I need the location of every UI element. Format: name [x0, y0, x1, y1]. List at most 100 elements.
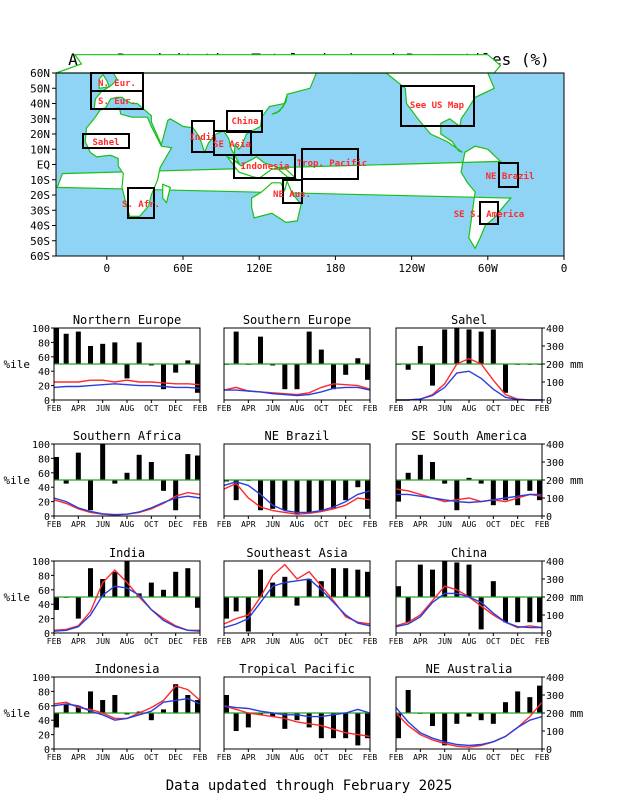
mm-tick-label: 300	[546, 342, 564, 353]
pct-tick-label: 0	[44, 745, 50, 756]
x-tick-label: FEB	[217, 753, 232, 762]
percentile-bar	[195, 597, 200, 608]
percentile-bar	[270, 713, 276, 717]
x-tick-label: DEC	[510, 404, 525, 413]
lon-label: 60E	[173, 262, 193, 275]
pct-tick-label: 100	[32, 557, 50, 568]
observed-line	[223, 563, 371, 625]
x-tick-label: OCT	[314, 520, 329, 529]
x-tick-label: DEC	[510, 520, 525, 529]
percentile-bar	[331, 713, 336, 739]
percentile-bar	[282, 713, 288, 729]
x-tick-label: JUN	[265, 520, 280, 529]
percentile-bar	[515, 480, 521, 506]
normal-line	[53, 585, 201, 632]
x-tick-label: FEB	[535, 404, 550, 413]
percentile-bar	[365, 713, 370, 739]
percentile-bar	[233, 597, 239, 612]
normal-line	[223, 578, 371, 629]
percentile-bar	[282, 364, 288, 390]
lat-label: 60N	[30, 67, 50, 80]
x-tick-label: AUG	[290, 637, 305, 646]
percentile-bar	[396, 713, 401, 739]
percentile-bar	[331, 568, 336, 597]
normal-line	[224, 386, 371, 397]
world-map: N. Eur. S. Eur. Sahel S. Afr. India China SE A…	[30, 54, 567, 275]
mm-axis-label: mm	[570, 707, 584, 720]
x-tick-label: OCT	[144, 520, 159, 529]
x-tick-label: OCT	[314, 753, 329, 762]
percentile-bar	[331, 364, 336, 390]
percentile-bar	[503, 480, 508, 501]
x-tick-label: JUN	[95, 753, 110, 762]
percentile-bar	[515, 691, 521, 713]
percentile-bar	[148, 462, 154, 480]
south-america-landmass	[56, 145, 512, 250]
percentile-bar	[396, 480, 401, 502]
percentile-bar	[270, 480, 276, 509]
lon-label: 60W	[478, 262, 498, 275]
percentile-bar	[100, 700, 106, 713]
pct-axis-label: %ile	[4, 474, 31, 487]
observed-line	[54, 379, 201, 386]
region-label: NE Brazil	[486, 171, 535, 182]
x-tick-label: AUG	[120, 404, 135, 413]
percentile-bar	[224, 480, 229, 482]
x-tick-label: DEC	[168, 637, 183, 646]
pct-tick-label: 0	[44, 629, 50, 640]
percentile-bar	[365, 364, 370, 380]
x-tick-label: DEC	[510, 753, 525, 762]
percentile-bar	[355, 713, 361, 746]
madagascar-landmass	[162, 183, 172, 204]
pct-tick-label: 80	[38, 687, 50, 698]
x-tick-label: AUG	[462, 520, 477, 529]
mm-tick-label: 200	[546, 593, 564, 604]
percentile-bar	[405, 597, 411, 623]
percentile-bar	[195, 700, 200, 713]
percentile-bar	[185, 454, 191, 480]
x-tick-label: OCT	[144, 404, 159, 413]
percentile-bar	[88, 346, 93, 364]
percentile-bar	[306, 331, 312, 364]
percentile-bar	[161, 709, 166, 713]
percentile-bar	[478, 597, 484, 630]
lat-label: 30N	[30, 113, 50, 126]
pct-tick-label: 60	[38, 353, 50, 364]
normal-line	[395, 592, 542, 629]
x-tick-label: APR	[71, 520, 86, 529]
percentile-bar	[430, 569, 435, 597]
x-tick-label: APR	[413, 520, 428, 529]
region-label: SE Asia	[213, 139, 251, 150]
lat-label: 20S	[30, 189, 50, 202]
x-tick-label: FEB	[193, 637, 208, 646]
mm-tick-label: 100	[546, 378, 564, 389]
region-label: Sahel	[92, 138, 119, 148]
pct-tick-label: 100	[32, 440, 50, 451]
percentile-bar	[430, 462, 435, 480]
percentile-bar	[355, 480, 361, 488]
percentile-bar	[63, 333, 69, 364]
percentile-bar	[537, 480, 542, 501]
x-tick-label: APR	[71, 753, 86, 762]
percentile-bar	[490, 480, 496, 506]
percentile-bar	[318, 480, 324, 511]
normal-line	[396, 370, 542, 401]
percentile-bar	[185, 695, 191, 713]
percentile-bar	[270, 364, 276, 366]
percentile-bar	[396, 586, 401, 597]
region-label: India	[189, 132, 216, 143]
lat-label: 30S	[30, 204, 50, 217]
percentile-bar	[224, 695, 229, 713]
x-tick-label: JUN	[437, 753, 452, 762]
percentile-bar	[306, 579, 312, 597]
percentile-bar	[233, 480, 239, 501]
percentile-bar	[100, 444, 106, 480]
x-tick-label: FEB	[363, 637, 378, 646]
percentile-bar	[75, 452, 81, 480]
pct-tick-label: 40	[38, 600, 50, 611]
